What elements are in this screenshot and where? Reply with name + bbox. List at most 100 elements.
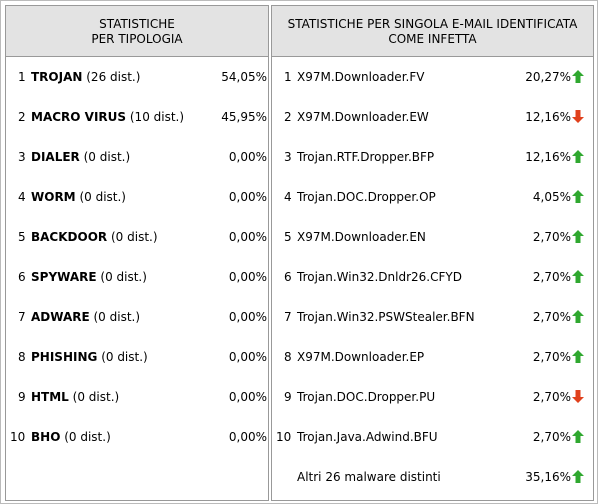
malware-name: Trojan.Win32.PSWStealer.BFN — [297, 310, 475, 324]
row: 2 MACRO VIRUS (10 dist.) 45,95% — [6, 110, 268, 126]
type-count: (10 dist.) — [129, 110, 185, 124]
percent: 54,05% — [221, 70, 267, 84]
rank: 9 — [18, 390, 26, 404]
trend-up-icon — [572, 350, 584, 363]
row: 6 SPYWARE (0 dist.) 0,00% — [6, 270, 268, 286]
percent: 12,16% — [525, 150, 571, 164]
percent: 0,00% — [228, 230, 267, 244]
type-name: HTML — [31, 390, 69, 404]
rank: 2 — [18, 110, 26, 124]
trend-up-icon — [572, 150, 584, 163]
type-count: (0 dist.) — [93, 310, 141, 324]
malware-name: X97M.Downloader.EN — [297, 230, 426, 244]
percent: 2,70% — [532, 390, 571, 404]
item-label: ADWARE (0 dist.) — [31, 310, 140, 324]
trend-up-icon — [572, 70, 584, 83]
rank: 8 — [18, 350, 26, 364]
arrow-shape — [572, 150, 584, 163]
header-line: COME INFETTA — [388, 32, 477, 46]
rank: 10 — [276, 430, 292, 444]
malware-name: Trojan.DOC.Dropper.PU — [297, 390, 436, 404]
panel-header: STATISTICHE PER SINGOLA E-MAIL IDENTIFIC… — [272, 6, 593, 57]
rank: 2 — [284, 110, 292, 124]
rank: 1 — [284, 70, 292, 84]
rank: 3 — [284, 150, 292, 164]
rank: 5 — [18, 230, 26, 244]
item-label: BHO (0 dist.) — [31, 430, 111, 444]
header-line: STATISTICHE — [99, 17, 175, 31]
rank: 5 — [284, 230, 292, 244]
percent: 0,00% — [228, 310, 267, 324]
percent: 12,16% — [525, 110, 571, 124]
type-name: DIALER — [31, 150, 80, 164]
row: 1 TROJAN (26 dist.) 54,05% — [6, 70, 268, 86]
percent: 2,70% — [532, 310, 571, 324]
malware-name: Trojan.RTF.Dropper.BFP — [297, 150, 435, 164]
type-count: (0 dist.) — [100, 270, 147, 284]
trend-down-icon — [572, 110, 584, 123]
rank: 8 — [284, 350, 292, 364]
rank: 10 — [10, 430, 26, 444]
malware-name: Trojan.Java.Adwind.BFU — [297, 430, 438, 444]
type-name: PHISHING — [31, 350, 98, 364]
type-count: (0 dist.) — [101, 350, 148, 364]
item-label: HTML (0 dist.) — [31, 390, 119, 404]
type-name: MACRO VIRUS — [31, 110, 127, 124]
trend-up-icon — [572, 470, 584, 483]
malware-name: Trojan.Win32.Dnldr26.CFYD — [297, 270, 462, 284]
trend-up-icon — [572, 270, 584, 283]
rank: 3 — [18, 150, 26, 164]
percent: 0,00% — [228, 430, 267, 444]
percent: 0,00% — [228, 190, 267, 204]
rank: 6 — [18, 270, 26, 284]
percent: 4,05% — [532, 190, 571, 204]
type-count: (0 dist.) — [64, 430, 111, 444]
percent: 2,70% — [532, 430, 571, 444]
rank: 9 — [284, 390, 292, 404]
arrow-shape — [572, 470, 584, 483]
type-name: TROJAN — [31, 70, 83, 84]
arrow-shape — [572, 430, 584, 443]
trend-up-icon — [572, 310, 584, 323]
type-count: (0 dist.) — [79, 190, 126, 204]
email-panel: STATISTICHE PER SINGOLA E-MAIL IDENTIFIC… — [271, 5, 594, 501]
percent: 0,00% — [228, 390, 267, 404]
rank: 7 — [18, 310, 26, 324]
item-label: SPYWARE (0 dist.) — [31, 270, 147, 284]
arrow-shape — [572, 230, 584, 243]
type-name: BHO — [31, 430, 61, 444]
type-count: (26 dist.) — [86, 70, 141, 84]
arrow-shape — [572, 270, 584, 283]
type-panel: STATISTICHE PER TIPOLOGIA 1 TROJAN (26 di… — [5, 5, 269, 501]
type-name: ADWARE — [31, 310, 90, 324]
trend-up-icon — [572, 230, 584, 243]
malware-name: X97M.Downloader.EW — [297, 110, 429, 124]
percent: 2,70% — [532, 270, 571, 284]
row: 9 HTML (0 dist.) 0,00% — [6, 390, 268, 406]
percent: 45,95% — [221, 110, 267, 124]
item-label: MACRO VIRUS (10 dist.) — [31, 110, 184, 124]
item-label: BACKDOOR (0 dist.) — [31, 230, 158, 244]
header-line: STATISTICHE PER SINGOLA E-MAIL IDENTIFIC… — [287, 17, 578, 31]
arrow-shape — [572, 350, 584, 363]
type-count: (0 dist.) — [72, 390, 120, 404]
percent: 20,27% — [525, 70, 571, 84]
row: 8 PHISHING (0 dist.) 0,00% — [6, 350, 268, 366]
rank: 4 — [284, 190, 292, 204]
rank: 7 — [284, 310, 292, 324]
panel-header: STATISTICHE PER TIPOLOGIA — [6, 6, 268, 57]
row: 5 BACKDOOR (0 dist.) 0,00% — [6, 230, 268, 246]
percent: 0,00% — [228, 150, 267, 164]
trend-down-icon — [572, 390, 584, 403]
item-label: TROJAN (26 dist.) — [31, 70, 140, 84]
percent: 0,00% — [228, 350, 267, 364]
row: 3 DIALER (0 dist.) 0,00% — [6, 150, 268, 166]
item-label: PHISHING (0 dist.) — [31, 350, 148, 364]
rank: 4 — [18, 190, 26, 204]
type-count: (0 dist.) — [110, 230, 158, 244]
percent: 35,16% — [525, 470, 571, 484]
percent: 2,70% — [532, 230, 571, 244]
type-name: SPYWARE — [31, 270, 97, 284]
row: 7 ADWARE (0 dist.) 0,00% — [6, 310, 268, 326]
percent: 2,70% — [532, 350, 571, 364]
